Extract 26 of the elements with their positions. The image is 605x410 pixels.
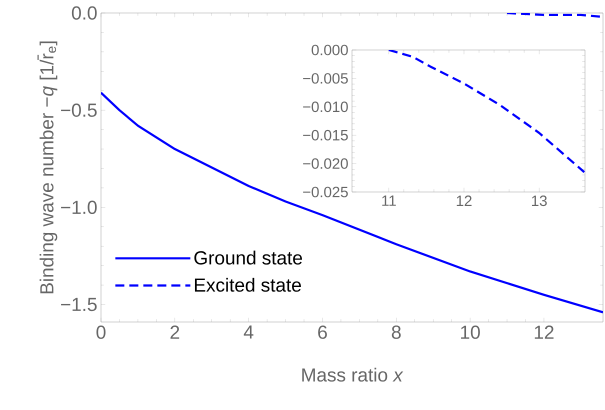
x-tick-label: 0 [96, 326, 106, 339]
y-tick-label: −0.025 [303, 186, 348, 198]
x-tick-label: 11 [382, 196, 396, 206]
legend-label: Ground state [194, 250, 302, 265]
y-tick-label: −0.005 [303, 73, 348, 84]
x-tick-label: 13 [532, 196, 547, 206]
x-axis-title: Mass ratio x [302, 368, 404, 382]
x-tick-label: 8 [392, 326, 401, 339]
y-tick-label: −0.5 [61, 103, 97, 117]
y-tick-label: −0.020 [303, 158, 348, 169]
y-axis-title: Binding wave number −q [1/r̄$_{e}$] [38, 42, 58, 294]
x-tick-label: 2 [170, 326, 180, 339]
x-tick-label: 12 [534, 326, 554, 339]
y-tick-label: −1.0 [61, 200, 97, 214]
line-series [101, 92, 604, 314]
y-tick-label: −1.5 [61, 298, 97, 312]
x-tick-label: 12 [456, 196, 472, 206]
x-tick-label: 6 [318, 326, 327, 339]
legend-label: Excited state [194, 278, 301, 292]
line-series [388, 50, 586, 174]
x-tick-label: 4 [244, 326, 254, 339]
y-tick-label: 0.0 [72, 6, 97, 20]
y-tick-label: −0.010 [303, 102, 348, 112]
y-tick-label: 0.000 [312, 44, 348, 56]
y-tick-label: −0.015 [303, 130, 348, 140]
x-tick-label: 10 [461, 326, 480, 339]
